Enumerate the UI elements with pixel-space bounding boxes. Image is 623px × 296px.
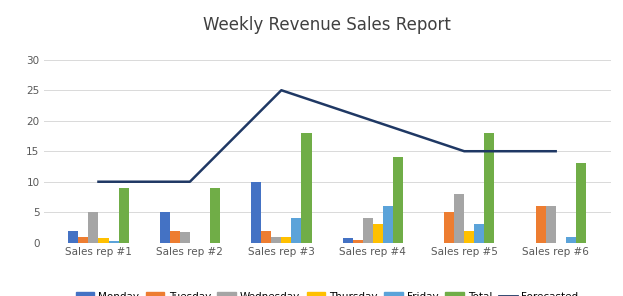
Bar (78, 237, 88, 243)
Bar (383, 206, 393, 243)
Forecasted (552, 149, 559, 153)
Bar (363, 218, 373, 243)
Bar (566, 237, 576, 243)
Bar (261, 231, 271, 243)
Bar (170, 231, 180, 243)
Bar (88, 212, 98, 243)
Bar (464, 231, 474, 243)
Bar (271, 237, 282, 243)
Bar (180, 232, 190, 243)
Bar (393, 157, 403, 243)
Bar (576, 163, 586, 243)
Bar (251, 182, 261, 243)
Bar (210, 188, 220, 243)
Forecasted (186, 180, 194, 184)
Bar (484, 133, 495, 243)
Title: Weekly Revenue Sales Report: Weekly Revenue Sales Report (203, 16, 451, 34)
Bar (69, 231, 78, 243)
Bar (302, 133, 312, 243)
Bar (474, 224, 484, 243)
Forecasted (369, 119, 376, 123)
Forecasted (278, 89, 285, 92)
Bar (536, 206, 546, 243)
Bar (373, 224, 383, 243)
Bar (292, 218, 302, 243)
Line: Forecasted: Forecasted (98, 90, 556, 182)
Bar (444, 212, 454, 243)
Bar (353, 240, 363, 243)
Bar (108, 241, 118, 243)
Bar (98, 239, 108, 243)
Bar (159, 212, 170, 243)
Bar (118, 188, 129, 243)
Bar (343, 239, 353, 243)
Forecasted (460, 149, 468, 153)
Bar (454, 194, 464, 243)
Bar (546, 206, 556, 243)
Bar (282, 237, 292, 243)
Forecasted (95, 180, 102, 184)
Legend: Monday, Tuesday, Wednesday, Thursday, Friday, Total, Forecasted: Monday, Tuesday, Wednesday, Thursday, Fr… (75, 292, 579, 296)
